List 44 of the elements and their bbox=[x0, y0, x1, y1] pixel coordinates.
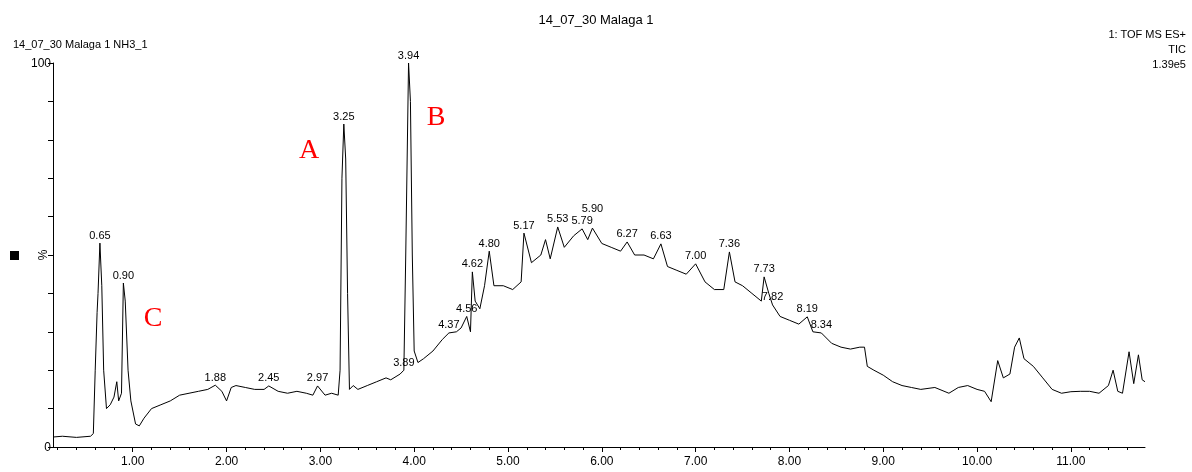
annotation: 3.94 bbox=[397, 48, 420, 61]
annotation: C bbox=[143, 300, 163, 332]
y-axis-title: % bbox=[36, 249, 50, 261]
x-tick-label: 7.00 bbox=[683, 454, 708, 468]
annotation: 1.88 bbox=[204, 370, 227, 383]
x-tick-label: 11.00 bbox=[1056, 454, 1086, 468]
annotation: 4.62 bbox=[461, 257, 484, 270]
x-tick-label: 6.00 bbox=[590, 454, 614, 468]
annotation: A bbox=[298, 132, 320, 164]
annotation: 6.27 bbox=[616, 227, 638, 240]
x-tick-label: 5.00 bbox=[496, 454, 520, 468]
annotation: 8.34 bbox=[810, 318, 833, 331]
text: TIC bbox=[1168, 43, 1187, 55]
annotation: 0.65 bbox=[89, 228, 111, 241]
annotation: 5.17 bbox=[513, 218, 535, 231]
x-tick-label: 4.00 bbox=[402, 454, 427, 468]
annotation: 8.19 bbox=[796, 302, 818, 315]
x-tick-label: 10.00 bbox=[962, 454, 993, 468]
annotation: 7.00 bbox=[684, 249, 707, 262]
annotation: 0.90 bbox=[112, 268, 135, 281]
annotation: B bbox=[426, 99, 446, 131]
annotation: 5.79 bbox=[571, 214, 593, 227]
annotation: 6.63 bbox=[650, 229, 672, 242]
y-tick-label: 100 bbox=[30, 56, 52, 70]
y-tick-label: 0 bbox=[44, 440, 52, 454]
annotation: 5.90 bbox=[581, 202, 604, 215]
x-tick-label: 9.00 bbox=[871, 454, 896, 468]
text: 1: TOF MS ES+ bbox=[1108, 28, 1186, 40]
x-tick-label: 8.00 bbox=[777, 454, 802, 468]
annotation: 2.97 bbox=[306, 371, 329, 384]
annotation: 4.37 bbox=[438, 318, 460, 331]
annotation: 2.45 bbox=[258, 371, 280, 384]
x-tick-label: 2.00 bbox=[214, 454, 239, 468]
annotation: 3.25 bbox=[333, 109, 355, 122]
text: 1.39e5 bbox=[1152, 58, 1186, 70]
chart-subtitle: 14_07_30 Malaga 1 NH3_1 bbox=[13, 37, 148, 50]
annotation: 3.89 bbox=[393, 355, 415, 368]
annotation: 7.36 bbox=[718, 237, 741, 250]
x-tick-label: 1.00 bbox=[121, 454, 145, 468]
annotation: 5.53 bbox=[547, 212, 569, 225]
chart-title: 14_07_30 Malaga 1 bbox=[538, 12, 654, 27]
annotation: 4.80 bbox=[478, 236, 500, 249]
x-tick-label: 3.00 bbox=[308, 454, 333, 468]
annotation: 7.73 bbox=[753, 262, 775, 275]
